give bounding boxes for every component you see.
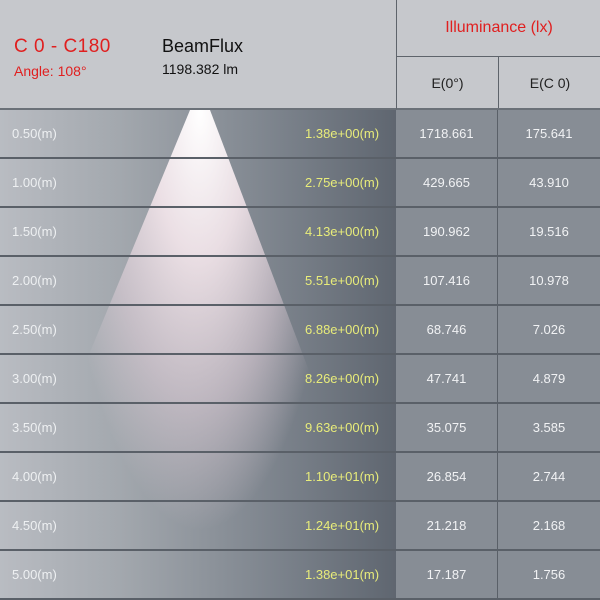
diameter-cell: 5.51e+00(m) bbox=[305, 273, 380, 288]
angle-label: Angle: 108° bbox=[14, 63, 87, 79]
ec0-cell: 3.585 bbox=[532, 420, 566, 435]
diameter-cell: 1.10e+01(m) bbox=[305, 469, 380, 484]
distance-cell: 2.00(m) bbox=[12, 273, 57, 288]
illuminance-title: Illuminance (lx) bbox=[397, 0, 600, 57]
plane-label: C 0 - C180 bbox=[14, 36, 111, 57]
diameter-cell: 1.24e+01(m) bbox=[305, 518, 380, 533]
diameter-cell: 2.75e+00(m) bbox=[305, 175, 380, 190]
ec0-cell: 2.744 bbox=[532, 469, 566, 484]
distance-cell: 0.50(m) bbox=[12, 126, 57, 141]
table-row: 3.00(m) 8.26e+00(m) 47.741 4.879 bbox=[0, 355, 600, 404]
distance-cell: 3.50(m) bbox=[12, 420, 57, 435]
ec0-cell: 43.910 bbox=[529, 175, 569, 190]
e0-cell: 190.962 bbox=[396, 208, 498, 255]
ec0-cell: 1.756 bbox=[532, 567, 566, 582]
beam-area bbox=[0, 110, 396, 600]
ec0-cell: 10.978 bbox=[529, 273, 569, 288]
e0-cell: 35.075 bbox=[396, 404, 498, 451]
distance-cell: 3.00(m) bbox=[12, 371, 57, 386]
flux-label: BeamFlux bbox=[162, 36, 244, 56]
distance-cell: 5.00(m) bbox=[12, 567, 57, 582]
values-area bbox=[396, 110, 600, 600]
col-e0-header: E(0°) bbox=[397, 57, 499, 108]
distance-cell: 2.50(m) bbox=[12, 322, 57, 337]
table-row: 3.50(m) 9.63e+00(m) 35.075 3.585 bbox=[0, 404, 600, 453]
distance-cell: 1.00(m) bbox=[12, 175, 57, 190]
table-row: 2.00(m) 5.51e+00(m) 107.416 10.978 bbox=[0, 257, 600, 306]
e0-cell: 47.741 bbox=[396, 355, 498, 402]
table-row: 2.50(m) 6.88e+00(m) 68.746 7.026 bbox=[0, 306, 600, 355]
ec0-cell: 19.516 bbox=[529, 224, 569, 239]
e0-cell: 17.187 bbox=[396, 551, 498, 598]
ec0-cell: 2.168 bbox=[532, 518, 566, 533]
diameter-cell: 6.88e+00(m) bbox=[305, 322, 380, 337]
table-row: 5.00(m) 1.38e+01(m) 17.187 1.756 bbox=[0, 551, 600, 600]
diameter-cell: 1.38e+00(m) bbox=[305, 126, 380, 141]
table-row: 4.00(m) 1.10e+01(m) 26.854 2.744 bbox=[0, 453, 600, 502]
ec0-cell: 4.879 bbox=[532, 371, 566, 386]
e0-cell: 26.854 bbox=[396, 453, 498, 500]
distance-cell: 4.50(m) bbox=[12, 518, 57, 533]
flux-value: 1198.382 lm bbox=[162, 61, 239, 77]
e0-cell: 429.665 bbox=[396, 159, 498, 206]
e0-cell: 68.746 bbox=[396, 306, 498, 353]
diameter-cell: 1.38e+01(m) bbox=[305, 567, 380, 582]
ec0-cell: 7.026 bbox=[532, 322, 566, 337]
illuminance-header: Illuminance (lx) E(0°) E(C 0) bbox=[396, 0, 600, 110]
e0-cell: 21.218 bbox=[396, 502, 498, 549]
col-ec0-header: E(C 0) bbox=[529, 74, 571, 91]
ec0-cell: 175.641 bbox=[525, 126, 573, 141]
diameter-cell: 4.13e+00(m) bbox=[305, 224, 380, 239]
header-info: C 0 - C180 Angle: 108° BeamFlux 1198.382… bbox=[0, 0, 396, 110]
table-row: 4.50(m) 1.24e+01(m) 21.218 2.168 bbox=[0, 502, 600, 551]
table-row: 1.00(m) 2.75e+00(m) 429.665 43.910 bbox=[0, 159, 600, 208]
distance-cell: 4.00(m) bbox=[12, 469, 57, 484]
table-row: 0.50(m) 1.38e+00(m) 1718.661 175.641 bbox=[0, 110, 600, 159]
e0-cell: 1718.661 bbox=[396, 110, 498, 157]
diameter-cell: 8.26e+00(m) bbox=[305, 371, 380, 386]
distance-cell: 1.50(m) bbox=[12, 224, 57, 239]
table-row: 1.50(m) 4.13e+00(m) 190.962 19.516 bbox=[0, 208, 600, 257]
e0-cell: 107.416 bbox=[396, 257, 498, 304]
diameter-cell: 9.63e+00(m) bbox=[305, 420, 380, 435]
